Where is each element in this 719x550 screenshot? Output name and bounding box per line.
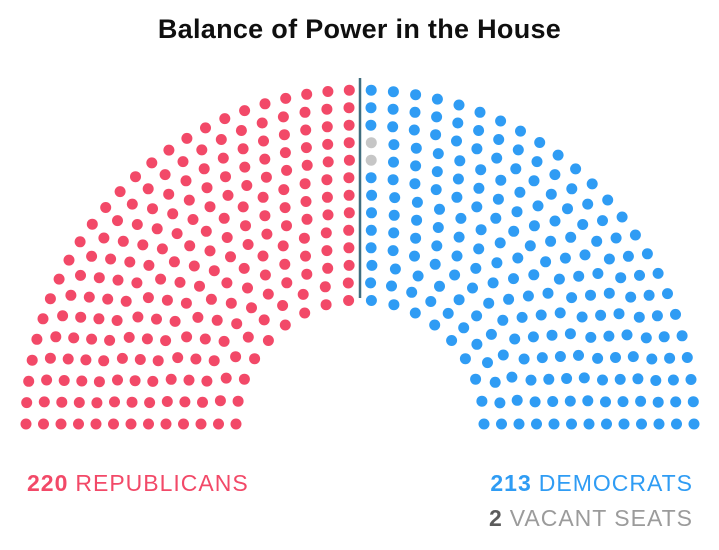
republican-label: REPUBLICANS	[75, 470, 249, 496]
legend-republicans: 220 REPUBLICANS	[27, 470, 249, 497]
vacant-seat-count: 2	[488, 505, 503, 531]
democrat-label: DEMOCRATS	[538, 470, 693, 496]
chart-title: Balance of Power in the House	[157, 14, 562, 44]
legend-right-column: 213 DEMOCRATS 2 VACANT SEATS	[489, 470, 693, 531]
legend-vacant: 2 VACANT SEATS	[489, 505, 693, 531]
republican-seat-count: 220	[27, 470, 69, 496]
democrat-seat-count: 213	[490, 470, 532, 496]
legend-democrats: 213 DEMOCRATS	[489, 470, 693, 496]
vacant-label: VACANT SEATS	[509, 505, 693, 531]
